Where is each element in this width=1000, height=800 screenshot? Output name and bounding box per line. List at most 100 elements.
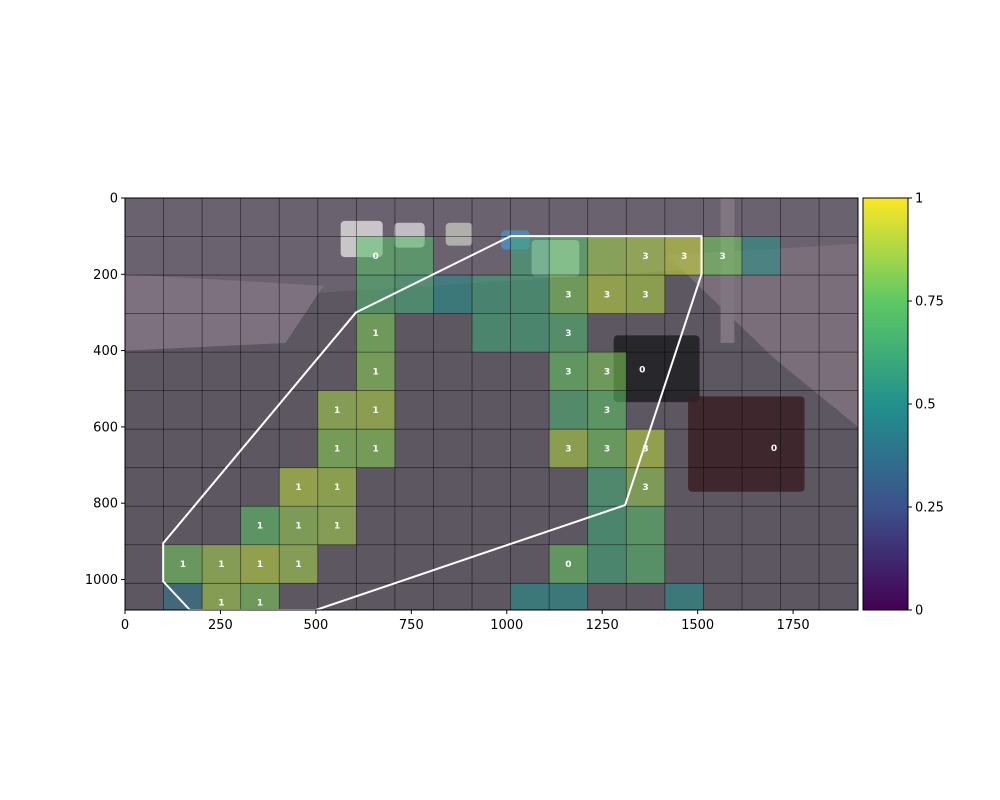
colorbar-tick-label: 0 xyxy=(915,604,923,619)
plot-area: 0 3 3 3 3 3 3 1 3 1 3 3 1 1 3 1 1 3 3 3 1 1 3 1 1 1 1 1 1 1 0 1 1 0 0 xyxy=(125,198,858,610)
heatmap-cell xyxy=(510,275,550,314)
x-tick-label: 500 xyxy=(303,618,328,633)
y-tick-label: 600 xyxy=(93,420,118,435)
cell-label: 3 xyxy=(642,252,648,262)
cell-label: 1 xyxy=(334,406,340,416)
heatmap-cell xyxy=(317,429,357,468)
heatmap-cell xyxy=(587,390,627,430)
plot-frame xyxy=(124,197,859,611)
heatmap-cell xyxy=(279,544,318,584)
heatmap-cell xyxy=(587,352,627,391)
scene-right-lawn xyxy=(667,243,858,427)
heatmap-cell xyxy=(664,583,704,610)
cell-label: 3 xyxy=(642,290,648,300)
cell-label: 1 xyxy=(295,522,301,532)
cell-label: 1 xyxy=(180,560,186,570)
heatmap-cell xyxy=(626,236,665,276)
heatmap-cell xyxy=(240,544,280,584)
scene-background-trees xyxy=(125,198,858,305)
heatmap-cell xyxy=(626,544,665,584)
heatmap-cell xyxy=(626,467,665,507)
x-tick-label: 1750 xyxy=(777,618,810,633)
heatmap-cell xyxy=(317,390,357,430)
heatmap-cell xyxy=(587,467,627,507)
heatmap-cell xyxy=(279,467,318,507)
cell-label: 1 xyxy=(295,483,301,493)
heatmap-cell xyxy=(356,352,395,391)
cell-label: 1 xyxy=(257,599,263,609)
colorbar-tick-label: 0.25 xyxy=(915,501,944,516)
y-axis: 0 200 400 600 800 1000 xyxy=(85,192,125,588)
cell-label: 3 xyxy=(642,444,648,454)
colorbar-ticks: 0 0.25 0.5 0.75 1 xyxy=(908,192,944,619)
heatmap-cell xyxy=(163,544,203,584)
scene-left-lawn xyxy=(125,274,324,351)
cell-label: 0 xyxy=(372,252,378,262)
y-tick-label: 200 xyxy=(93,268,118,283)
cell-label: 3 xyxy=(604,367,610,377)
heatmap-cell xyxy=(626,429,665,468)
heatmap-cell xyxy=(549,429,588,468)
cell-label: 1 xyxy=(372,329,378,339)
cell-label: 1 xyxy=(334,522,340,532)
heatmap-cell xyxy=(510,313,550,353)
heatmap-cell xyxy=(356,236,395,276)
x-tick-label: 0 xyxy=(121,618,129,633)
cell-label: 1 xyxy=(257,522,263,532)
cell-label: 1 xyxy=(334,483,340,493)
heatmap-cell xyxy=(279,506,318,545)
cell-label: 1 xyxy=(372,367,378,377)
cell-label: 1 xyxy=(295,560,301,570)
cell-label: 3 xyxy=(604,444,610,454)
heatmap-cell xyxy=(626,275,665,314)
heatmap-cell xyxy=(394,236,434,276)
cell-label: 1 xyxy=(372,406,378,416)
cell-label: 0 xyxy=(565,560,571,570)
cell-label: 0 xyxy=(639,366,645,376)
heatmap-cell xyxy=(587,275,627,314)
heatmap-cell xyxy=(626,506,665,545)
heatmap-cell xyxy=(587,544,627,584)
heatmap-cell xyxy=(510,583,550,610)
heatmap-cell xyxy=(549,583,588,610)
heatmap-cell xyxy=(549,313,588,353)
heatmap-cell xyxy=(356,275,395,314)
heatmap-cell xyxy=(664,236,704,276)
roi-polygon xyxy=(162,235,703,610)
colorbar-tick-label: 1 xyxy=(915,192,923,207)
heatmap-cell xyxy=(741,236,781,276)
colorbar-tick-label: 0.75 xyxy=(915,295,944,310)
heatmap-cell xyxy=(703,236,742,276)
heatmap-cell xyxy=(356,313,395,353)
heatmap-cell xyxy=(549,275,588,314)
heatmap-cell xyxy=(549,236,588,276)
heatmap-cell xyxy=(356,390,395,430)
cell-label: 3 xyxy=(604,290,610,300)
heatmap-cell xyxy=(202,544,241,584)
colorbar-gradient xyxy=(863,198,908,610)
cell-label: 3 xyxy=(720,252,726,262)
cell-label: 1 xyxy=(257,560,263,570)
cell-label: 3 xyxy=(681,252,687,262)
heatmap-cell xyxy=(433,275,473,314)
cell-labels: 0 3 3 3 3 3 3 1 3 1 3 3 1 1 3 1 1 3 3 3 1 1 3 1 1 1 1 1 1 1 0 1 1 0 0 xyxy=(180,252,777,609)
heatmap-cell xyxy=(587,506,627,545)
heatmap-cell xyxy=(587,429,627,468)
x-tick-label: 250 xyxy=(208,618,233,633)
heatmap-cell xyxy=(202,583,241,610)
cell-label: 1 xyxy=(218,599,224,609)
heatmap-cell xyxy=(549,390,588,430)
heatmap-cells xyxy=(163,236,781,610)
heatmap-cell xyxy=(549,544,588,584)
cell-label: 3 xyxy=(565,444,571,454)
heatmap-cell xyxy=(549,352,588,391)
heatmap-cell xyxy=(587,236,627,276)
scene-vehicle xyxy=(445,222,473,246)
heatmap-cell xyxy=(317,467,357,507)
cell-label: 3 xyxy=(565,290,571,300)
cell-label: 3 xyxy=(565,367,571,377)
cell-label: 1 xyxy=(372,444,378,454)
x-tick-label: 1250 xyxy=(586,618,619,633)
x-tick-label: 1000 xyxy=(490,618,523,633)
heatmap-cell xyxy=(240,583,280,610)
